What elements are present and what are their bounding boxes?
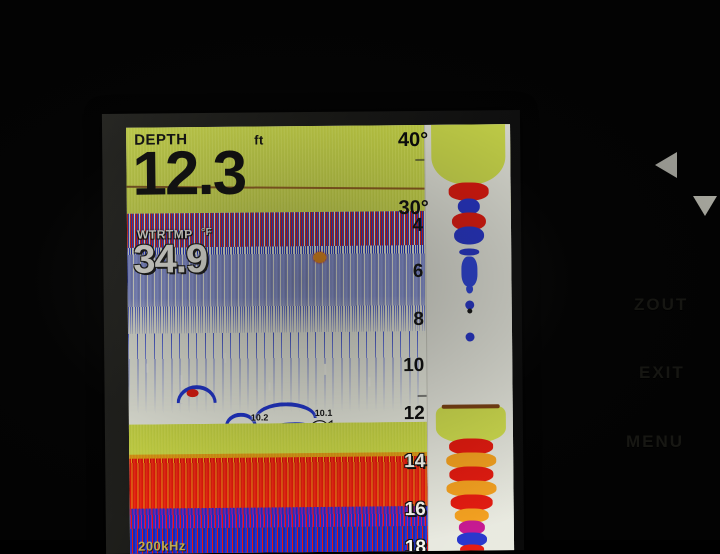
depth-tick-8: 8 bbox=[413, 308, 424, 331]
exit-button[interactable]: EXIT bbox=[639, 363, 685, 382]
ascope-surface bbox=[431, 124, 506, 185]
sonar-screen-content: 10.2 10.1 11.1 bbox=[126, 124, 515, 554]
zoom-out-button[interactable]: ZOUT bbox=[634, 295, 689, 314]
fish-depth-label-1: 10.2 bbox=[250, 412, 269, 423]
photograph-background: 10.2 10.1 11.1 bbox=[0, 0, 720, 540]
bottom-return-zone bbox=[128, 421, 429, 554]
fish-depth-label-2: 10.1 bbox=[314, 407, 333, 418]
depth-unit-label: ft bbox=[254, 132, 264, 148]
ascope-bottom bbox=[460, 544, 485, 554]
arrow-left-icon[interactable] bbox=[655, 152, 677, 178]
ascope-bottom-line bbox=[441, 404, 500, 409]
ascope-return bbox=[453, 226, 485, 245]
arrow-down-icon[interactable] bbox=[693, 196, 717, 216]
echo-speck bbox=[180, 375, 183, 388]
echo-speck bbox=[224, 352, 227, 363]
ascope-return bbox=[459, 248, 480, 256]
depth-tick-6: 6 bbox=[412, 260, 424, 283]
ascope-bottom bbox=[435, 406, 507, 443]
ascope-return bbox=[466, 284, 474, 294]
depth-tick-10: 10 bbox=[403, 354, 425, 377]
echo-speck bbox=[268, 382, 271, 391]
depth-tick-16: 16 bbox=[404, 498, 426, 521]
temp-scale-40: 40° bbox=[397, 128, 429, 152]
scale-tick-mark bbox=[417, 394, 427, 397]
echo-speck bbox=[368, 377, 371, 387]
depth-tick-12: 12 bbox=[403, 402, 425, 425]
frequency-badge: 200kHz bbox=[137, 538, 186, 554]
water-temp-value: 34.9 bbox=[133, 237, 208, 282]
depth-tick-4: 4 bbox=[412, 214, 424, 237]
fish-arch-core bbox=[186, 389, 199, 398]
depth-tick-18: 18 bbox=[404, 536, 427, 554]
a-scope-column bbox=[424, 124, 515, 554]
ascope-return bbox=[465, 332, 475, 342]
sonar-target-blob bbox=[313, 251, 327, 263]
ascope-return bbox=[467, 308, 473, 314]
menu-button[interactable]: MENU bbox=[626, 432, 685, 451]
sparse-return-layer bbox=[128, 330, 427, 414]
ascope-return bbox=[461, 256, 478, 287]
scale-tick-mark bbox=[415, 158, 425, 162]
sonar-screen: 10.2 10.1 11.1 bbox=[102, 110, 524, 554]
depth-value: 12.3 bbox=[132, 138, 246, 209]
depth-tick-14: 14 bbox=[404, 450, 426, 473]
bottom-hard-return bbox=[128, 421, 428, 461]
echo-speck bbox=[324, 363, 327, 375]
echo-speck bbox=[146, 363, 149, 373]
